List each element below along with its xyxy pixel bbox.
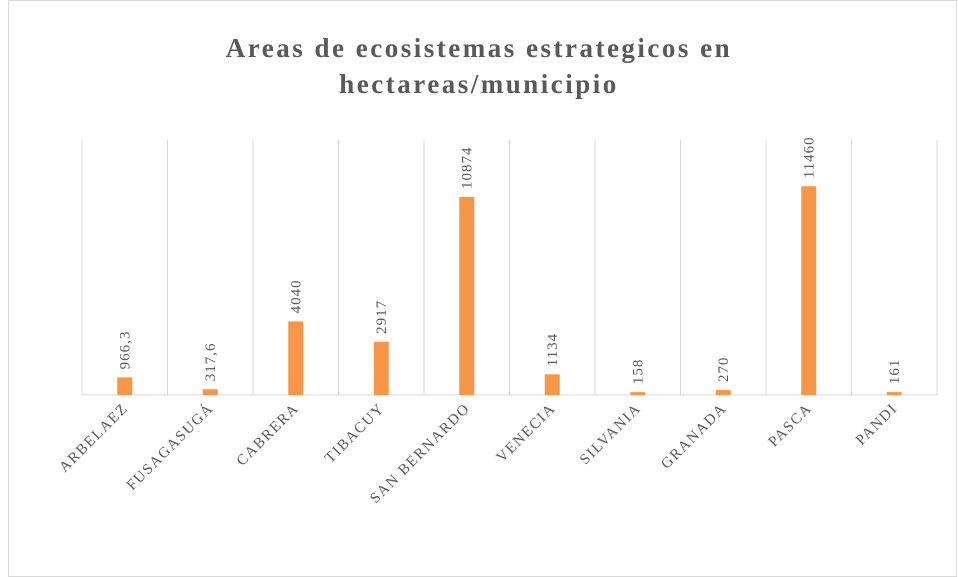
x-tick-label: TIBACUY [322,401,388,467]
x-tick-label: GRANADA [658,401,730,473]
bar [202,389,218,395]
bar [801,186,817,395]
data-label: 11460 [802,136,818,178]
data-label: 4040 [289,279,305,313]
data-label: 2917 [374,300,390,334]
x-tick-label: VENECIA [494,401,559,466]
data-label: 966,3 [118,331,134,370]
chart-title: Areas de ecosistemas estrategicos en hec… [225,33,733,99]
x-tick-label: CABRERA [234,401,303,470]
data-label: 10874 [460,146,476,189]
bar [630,392,646,395]
bar [544,374,560,395]
bar [715,390,731,395]
bar [459,196,475,395]
x-tick-label: PASCA [766,401,816,451]
data-label: 317,6 [203,342,219,381]
x-tick-label: ARBELAEZ [56,401,131,476]
data-label: 158 [631,359,647,385]
x-tick-label: FUSAGASUGÁ [123,400,217,494]
bar [117,377,133,395]
data-label: 161 [887,359,903,385]
x-tick-label: PANDI [853,401,901,449]
data-label: 1134 [545,333,561,366]
data-label: 270 [716,357,732,383]
bar [886,392,902,395]
x-tick-label: SILVANIA [577,401,645,469]
bar [373,341,389,395]
bar [288,321,304,395]
